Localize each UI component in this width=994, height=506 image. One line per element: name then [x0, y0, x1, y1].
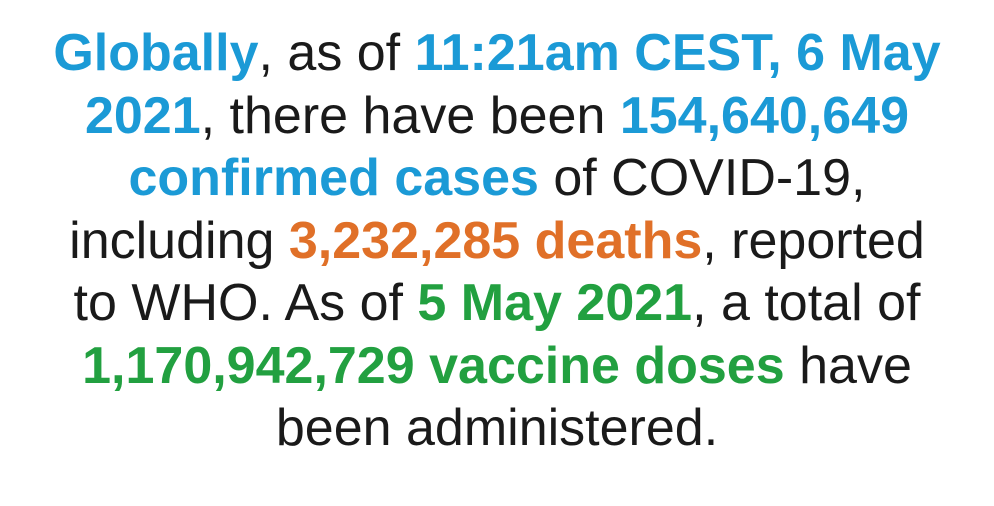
body-text: to WHO. As of	[73, 274, 418, 332]
text-line: been administered.	[0, 397, 994, 460]
highlight-orange: 3,232,285 deaths	[288, 211, 703, 270]
highlight-blue: 154,640,649	[619, 86, 910, 145]
body-text: , as of	[258, 24, 415, 82]
text-line: 1,170,942,729 vaccine doses have	[0, 335, 994, 398]
highlight-green: 5 May 2021	[417, 274, 693, 332]
who-covid-summary: Globally, as of 11:21am CEST, 6 May 2021,…	[0, 22, 994, 460]
text-line: Globally, as of 11:21am CEST, 6 May	[0, 22, 994, 85]
body-text: , reported	[702, 211, 925, 270]
body-text: of COVID-19,	[538, 149, 866, 207]
text-line: to WHO. As of 5 May 2021, a total of	[0, 272, 994, 335]
highlight-blue: 11:21am CEST, 6 May	[414, 24, 941, 82]
highlight-blue: Globally	[53, 24, 259, 82]
text-line: confirmed cases of COVID-19,	[0, 147, 994, 210]
highlight-green: 1,170,942,729 vaccine doses	[82, 336, 785, 395]
body-text: including	[69, 211, 289, 270]
highlight-blue: 2021	[84, 86, 201, 145]
body-text: , a total of	[692, 274, 921, 332]
body-text: been administered.	[275, 399, 719, 457]
body-text: have	[784, 336, 912, 395]
text-line: including 3,232,285 deaths, reported	[0, 210, 994, 273]
text-line: 2021, there have been 154,640,649	[0, 85, 994, 148]
body-text: , there have been	[200, 86, 620, 145]
highlight-blue: confirmed cases	[128, 149, 539, 207]
